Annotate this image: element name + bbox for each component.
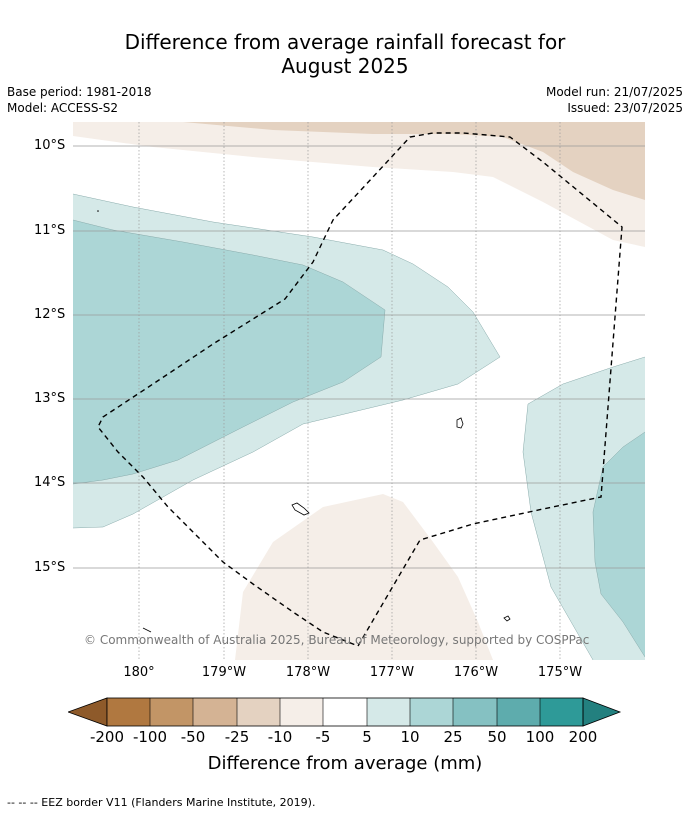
- drier-bottom-area: [235, 494, 493, 660]
- legend-tick: 50: [487, 728, 507, 746]
- meridians: [138, 122, 561, 660]
- meta-left: Base period: 1981-2018 Model: ACCESS-S2: [7, 84, 152, 116]
- legend-tick: -10: [267, 728, 293, 746]
- island-3: [503, 615, 511, 622]
- wetter-medium-area-west: [73, 220, 385, 484]
- legend-tick: -200: [89, 728, 125, 746]
- rainfall-map[interactable]: [73, 122, 645, 660]
- legend-swatch-5: [280, 698, 323, 726]
- title-line-1: Difference from average rainfall forecas…: [124, 30, 566, 54]
- lon-label-178w: 178°W: [285, 665, 331, 680]
- drier-light-area: [73, 122, 645, 247]
- lon-label-180: 180°: [123, 665, 155, 680]
- legend-title: Difference from average (mm): [207, 753, 483, 774]
- lat-label-12s: 12°S: [34, 307, 66, 322]
- legend-swatch-10: [497, 698, 540, 726]
- eez-border: [97, 132, 623, 647]
- lat-label-10s: 10°S: [34, 138, 66, 153]
- legend-swatch-12: [582, 697, 622, 727]
- island-2: [291, 502, 310, 516]
- legend-tick: -50: [180, 728, 206, 746]
- color-legend: [66, 697, 624, 727]
- legend-tick: 100: [525, 728, 555, 746]
- legend-tick: 25: [443, 728, 463, 746]
- lon-label-175w: 175°W: [537, 665, 583, 680]
- legend-swatch-6: [323, 698, 367, 726]
- lat-label-14s: 14°S: [34, 475, 66, 490]
- legend-dividers: [149, 698, 541, 726]
- contour-lines: [73, 193, 645, 660]
- model-text: Model: ACCESS-S2: [7, 101, 119, 115]
- lon-label-179w: 179°W: [201, 665, 247, 680]
- eez-footnote: -- -- -- EEZ border V11 (Flanders Marine…: [7, 796, 316, 809]
- legend-tick: -5: [315, 728, 331, 746]
- graticule: [73, 145, 645, 569]
- island-1: [456, 417, 464, 429]
- base-period-text: Base period: 1981-2018: [7, 85, 152, 99]
- legend-tick: 5: [362, 728, 372, 746]
- model-run-text: Model run: 21/07/2025: [545, 85, 683, 99]
- legend-swatch-0: [66, 697, 108, 727]
- map-canvas: [73, 122, 645, 660]
- meta-right: Model run: 21/07/2025 Issued: 23/07/2025: [546, 84, 683, 116]
- legend-swatch-1: [107, 698, 150, 726]
- copyright-text: © Commonwealth of Australia 2025, Bureau…: [84, 633, 590, 647]
- legend-swatch-7: [367, 698, 410, 726]
- legend-swatch-8: [410, 698, 453, 726]
- legend-tick: -25: [224, 728, 250, 746]
- lon-label-177w: 177°W: [369, 665, 415, 680]
- legend-swatch-3: [193, 698, 237, 726]
- legend-tick: -100: [132, 728, 168, 746]
- title-line-2: August 2025: [281, 54, 409, 78]
- island-4: [142, 627, 152, 633]
- legend-swatch-11: [540, 698, 583, 726]
- map-title: Difference from average rainfall forecas…: [0, 30, 690, 78]
- legend-swatch-4: [237, 698, 280, 726]
- issued-text: Issued: 23/07/2025: [567, 101, 683, 115]
- drier-medium-area: [183, 122, 645, 200]
- legend-tick: 10: [400, 728, 420, 746]
- legend-swatch-9: [453, 698, 497, 726]
- wetter-medium-area-east: [593, 432, 645, 657]
- island-5: [97, 210, 99, 212]
- lon-label-176w: 176°W: [453, 665, 499, 680]
- lat-label-13s: 13°S: [34, 391, 66, 406]
- legend-frame: [106, 697, 584, 727]
- lat-label-11s: 11°S: [34, 223, 66, 238]
- legend-tick: 200: [568, 728, 598, 746]
- lat-label-15s: 15°S: [34, 560, 66, 575]
- legend-swatch-2: [150, 698, 193, 726]
- legend-colorbar: [66, 697, 622, 727]
